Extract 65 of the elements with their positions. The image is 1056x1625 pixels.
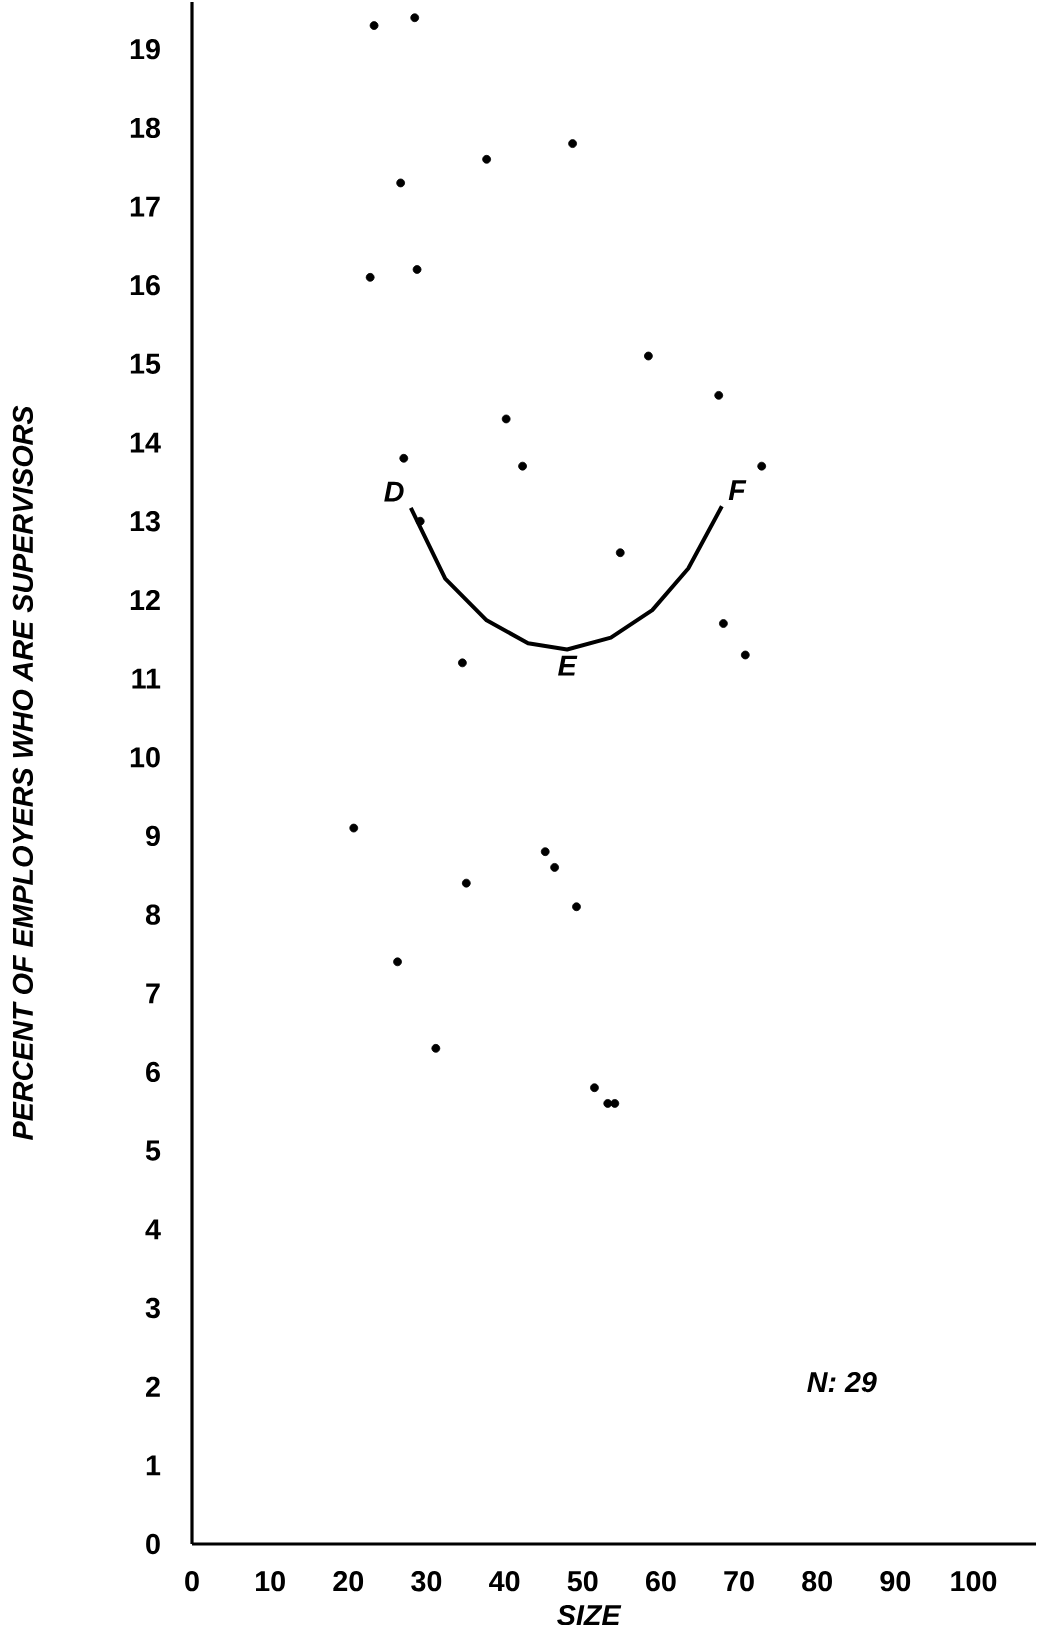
x-tick-label: 60 xyxy=(646,1571,676,1592)
y-tick-label: 4 xyxy=(145,1219,161,1240)
point xyxy=(501,414,511,424)
point xyxy=(399,453,409,463)
y-tick-label: 10 xyxy=(130,747,160,768)
x-tick-label: 40 xyxy=(489,1571,520,1592)
annotation: F xyxy=(728,480,747,500)
point xyxy=(740,650,750,660)
annotation: D xyxy=(384,481,404,502)
point xyxy=(550,863,559,872)
y-tick-label: 11 xyxy=(132,668,161,689)
point xyxy=(719,619,728,628)
y-axis-title: PERCENT OF EMPLOYERS WHO ARE SUPERVISORS xyxy=(12,405,34,1140)
y-tick-label: 0 xyxy=(146,1533,160,1555)
x-tick-label: 80 xyxy=(802,1571,832,1592)
point xyxy=(572,902,581,912)
point xyxy=(644,351,653,361)
line-series xyxy=(408,504,724,652)
point xyxy=(365,272,375,282)
y-tick-label: 18 xyxy=(130,117,161,139)
x-axis-title: SIZE xyxy=(557,1605,622,1625)
x-tick-label: 50 xyxy=(567,1571,598,1592)
y-tick-label: 12 xyxy=(130,589,160,610)
y-tick-label: 19 xyxy=(130,39,160,60)
y-tick-label: 7 xyxy=(146,983,160,1004)
point xyxy=(482,154,492,164)
x-tick-label: 30 xyxy=(411,1571,442,1592)
point xyxy=(540,847,550,857)
y-tick-label: 9 xyxy=(146,825,160,847)
point xyxy=(590,1083,599,1093)
point xyxy=(415,516,425,526)
y-tick-label: 15 xyxy=(130,353,161,374)
annotation: E xyxy=(558,655,578,676)
annotation: N: 29 xyxy=(807,1371,877,1393)
x-tick-label: 70 xyxy=(724,1571,754,1592)
point xyxy=(349,823,359,833)
x-tick-label: 10 xyxy=(256,1571,285,1592)
point xyxy=(461,878,471,888)
point xyxy=(458,658,467,668)
y-tick-label: 3 xyxy=(145,1297,160,1319)
y-tick-label: 16 xyxy=(130,275,160,296)
point xyxy=(568,139,577,148)
y-tick-label: 14 xyxy=(130,432,161,453)
y-tick-label: 17 xyxy=(130,196,160,217)
x-tick-label: 90 xyxy=(880,1571,911,1592)
point xyxy=(714,390,724,400)
y-tick-label: 5 xyxy=(145,1140,161,1161)
point xyxy=(518,461,527,471)
point xyxy=(412,265,422,274)
point xyxy=(610,1099,620,1108)
y-tick-label: 1 xyxy=(146,1455,161,1476)
point xyxy=(393,957,402,967)
point xyxy=(431,1043,441,1053)
point xyxy=(369,21,379,30)
y-tick-label: 13 xyxy=(130,511,160,532)
point xyxy=(410,13,420,23)
y-tick-label: 2 xyxy=(146,1376,160,1397)
x-tick-label: 100 xyxy=(951,1571,997,1592)
y-tick-label: 8 xyxy=(145,904,161,925)
point xyxy=(615,548,625,558)
point xyxy=(396,178,406,188)
y-tick-label: 6 xyxy=(146,1061,160,1083)
x-tick-label: 20 xyxy=(333,1571,364,1592)
point xyxy=(757,461,767,471)
x-tick-label: 0 xyxy=(185,1571,199,1592)
